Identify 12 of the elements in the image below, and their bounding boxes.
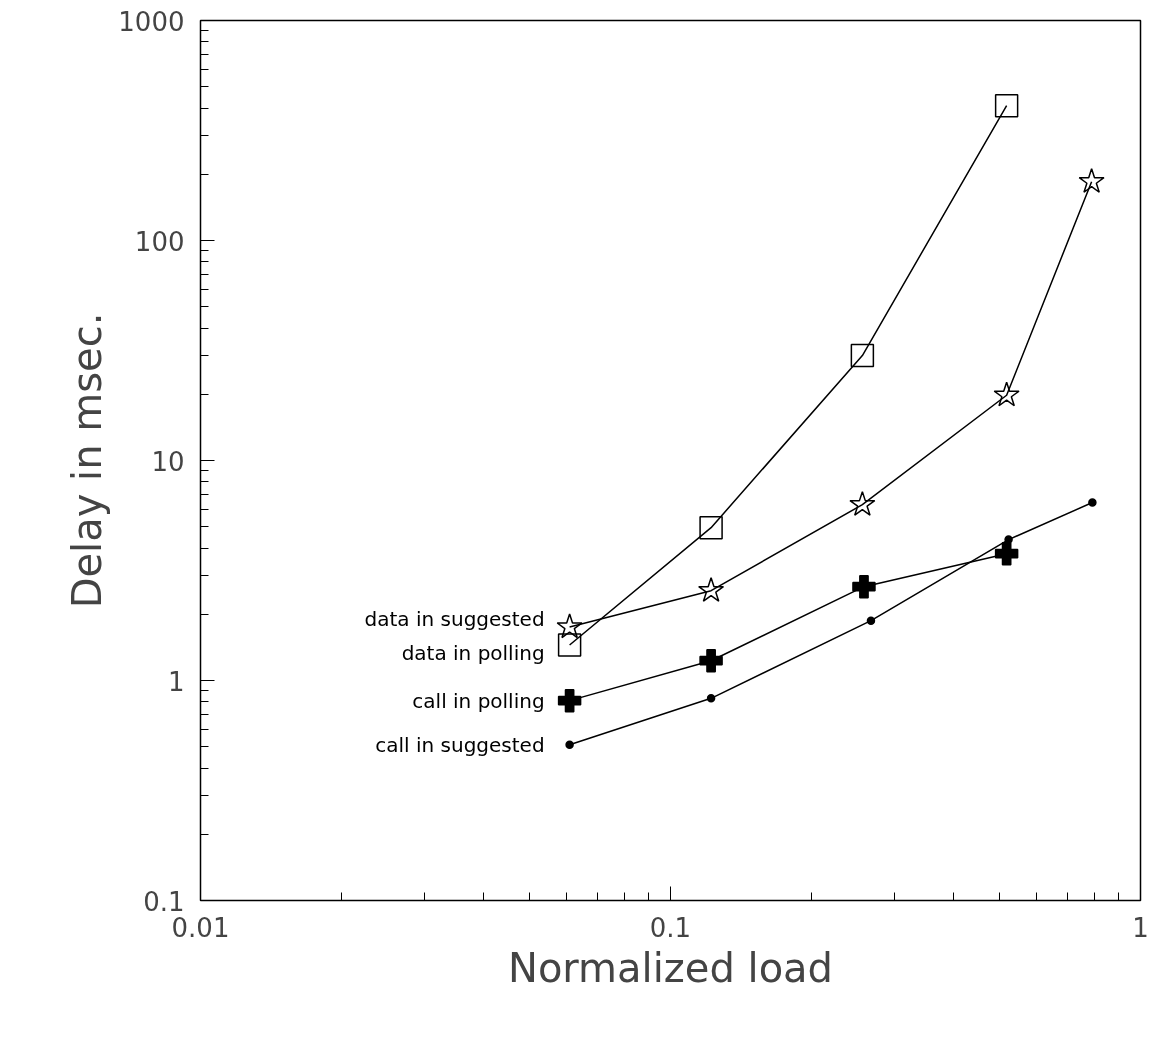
y-tick-label: 1000 <box>118 6 185 37</box>
y-axis-title: Delay in msec. <box>64 312 111 609</box>
series-label: call in polling <box>412 688 545 713</box>
series-label: data in suggested <box>364 607 545 632</box>
x-axis-title: Normalized load <box>507 944 834 991</box>
y-tick-label: 100 <box>134 226 185 257</box>
x-tick-label: 0.1 <box>649 912 692 943</box>
series-label: data in polling <box>401 641 545 665</box>
series-label: call in suggested <box>375 732 545 757</box>
y-tick-label: 10 <box>151 446 185 477</box>
x-tick-label: 1 <box>1132 912 1149 943</box>
y-tick-label: 1 <box>167 666 185 697</box>
